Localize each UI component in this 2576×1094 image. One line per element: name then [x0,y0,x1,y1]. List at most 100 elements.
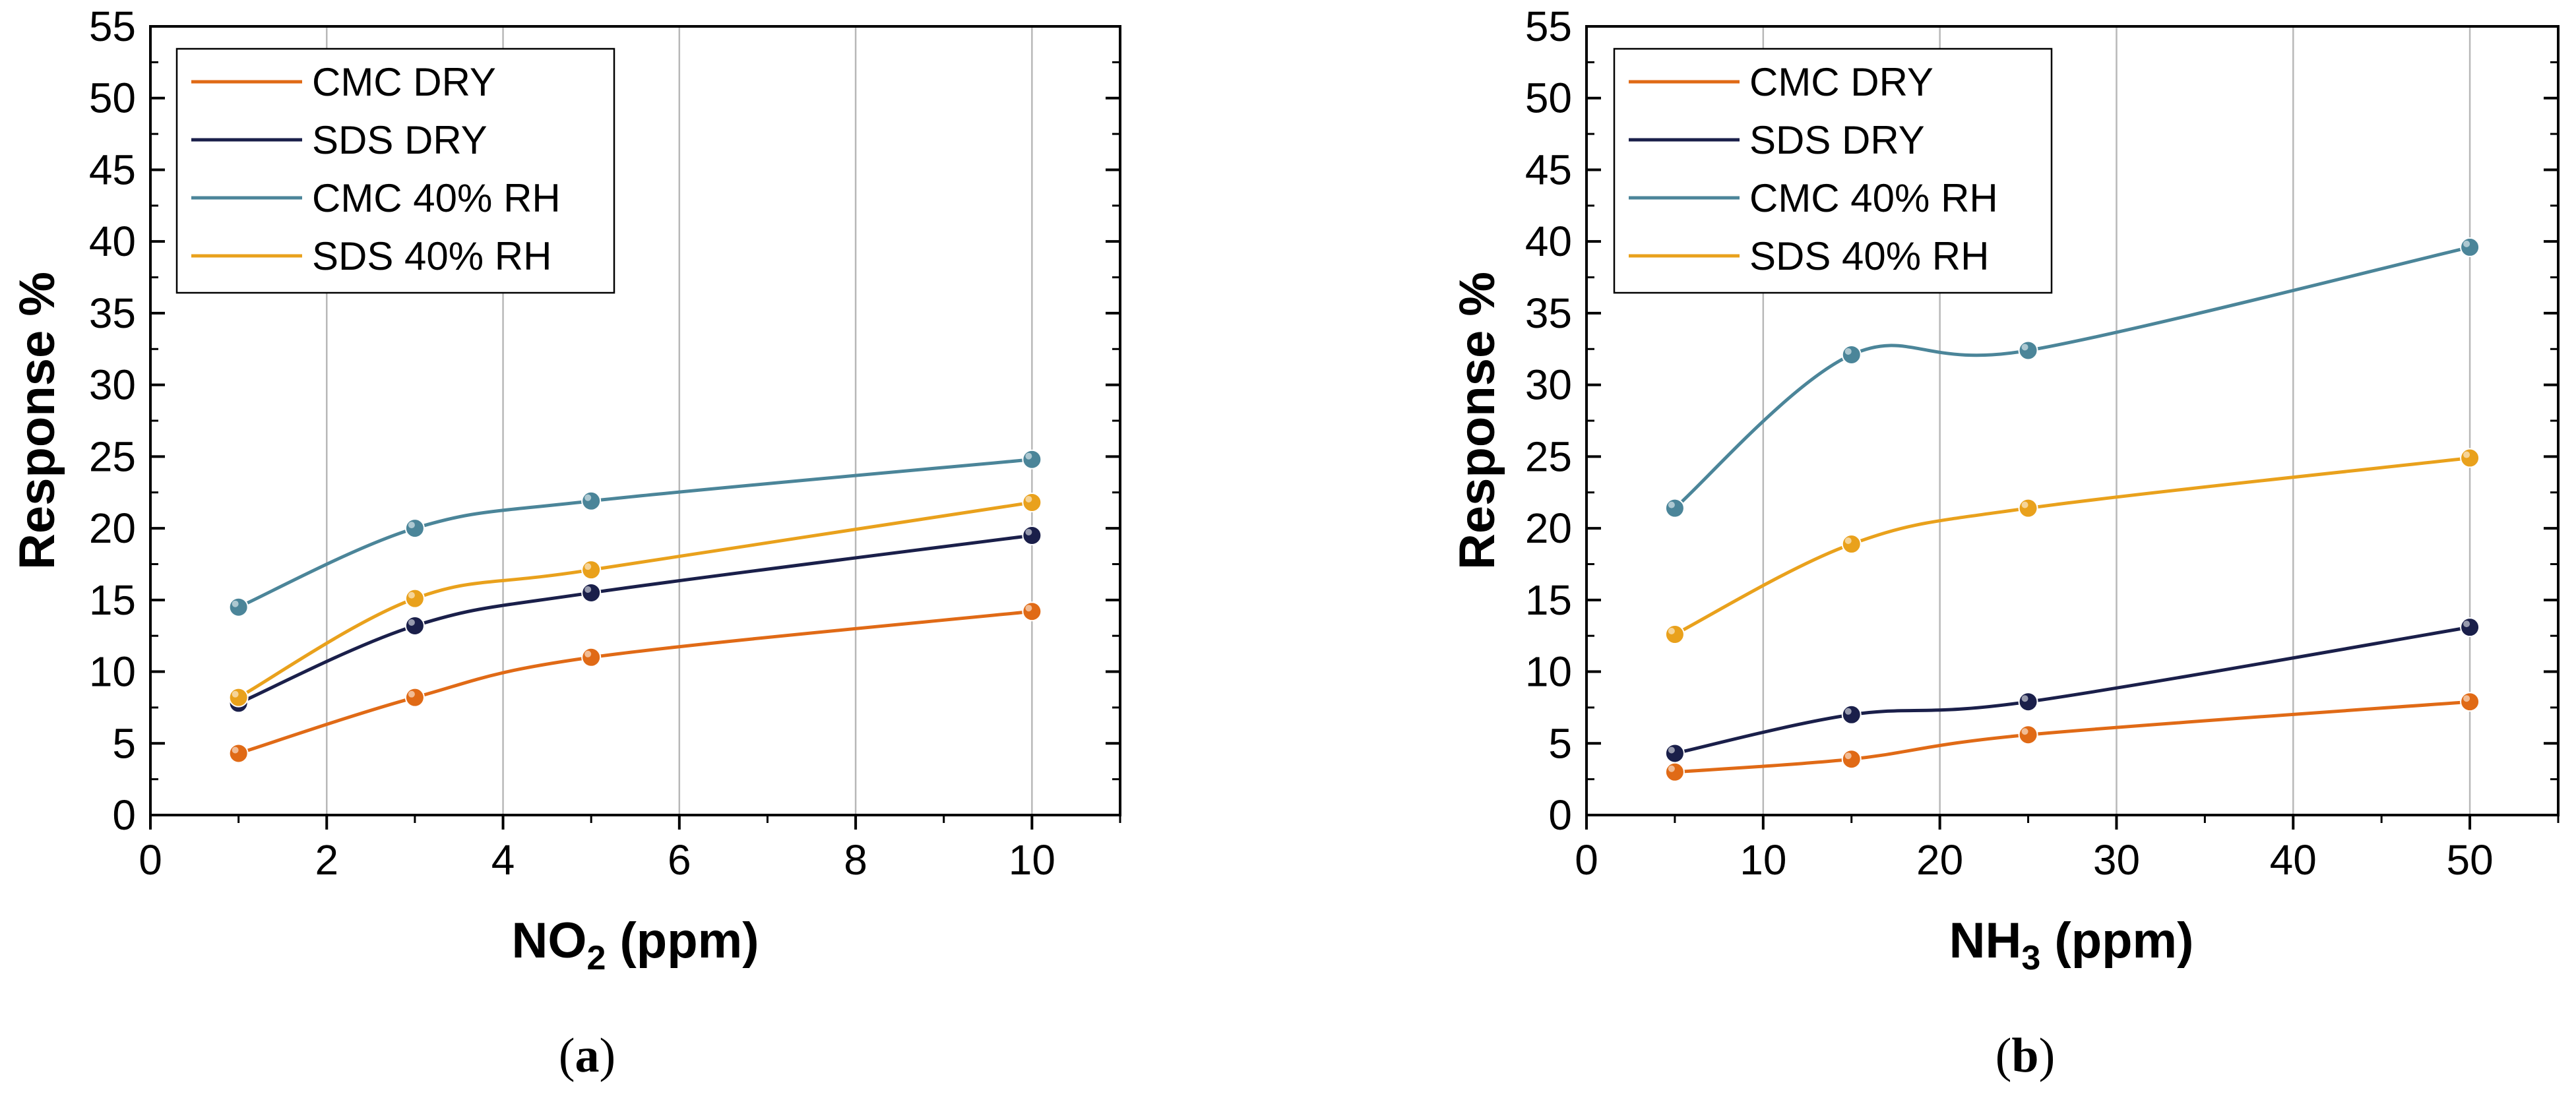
y-tick-label: 0 [112,791,136,839]
y-tick-label: 5 [112,719,136,767]
data-point-highlight [1668,501,1675,508]
y-tick-label: 50 [1525,75,1572,122]
data-point [581,491,602,511]
legend-box [1613,47,2053,294]
series-line [1674,625,2470,755]
legend-label: CMC DRY [1749,60,1933,104]
x-axis-label-subscript: 2 [586,939,606,977]
data-point [228,597,249,617]
x-tick-label: 50 [2446,836,2493,884]
data-point-highlight [1844,537,1852,545]
data-point [1841,704,1862,725]
legend-label: SDS DRY [312,118,487,162]
series-line [237,609,1032,755]
x-tick-label: 4 [491,836,515,884]
x-axis-label-unit: (ppm) [2040,913,2193,969]
y-tick-label: 10 [1525,648,1572,696]
y-axis-label: Response % [9,272,65,570]
data-point [1022,492,1042,512]
data-point [1664,762,1685,782]
data-point [2460,617,2480,638]
data-point [2018,692,2038,712]
y-tick-label: 5 [1548,719,1572,767]
y-tick-label: 50 [89,75,136,122]
data-point-highlight [232,600,239,607]
y-tick-label: 45 [89,146,136,193]
data-point-highlight [408,592,415,599]
data-point [1841,344,1862,365]
caption-open-paren: ( [559,1029,575,1083]
data-point-highlight [2021,695,2028,702]
data-point-highlight [584,586,592,593]
legend-label: CMC DRY [312,60,496,104]
series-line [1674,245,2470,510]
data-point-highlight [1844,752,1852,760]
y-tick-label: 55 [89,3,136,50]
x-tick-label: 10 [1009,836,1055,884]
series-line [1674,700,2470,774]
data-point [1022,601,1042,622]
y-tick-label: 25 [89,433,136,480]
data-point-highlight [1025,495,1032,502]
data-point [2018,498,2038,518]
y-tick-label: 30 [89,361,136,409]
data-point-highlight [1668,746,1675,754]
data-point [2018,340,2038,361]
caption-letter: b [2011,1029,2038,1083]
x-axis-label-main: NO [511,913,586,969]
x-tick-label: 0 [1575,836,1598,884]
y-tick-label: 30 [1525,361,1572,409]
data-point [1664,624,1685,645]
caption-close-paren: ) [600,1029,616,1083]
data-point-highlight [232,690,239,698]
y-tick-label: 45 [1525,146,1572,193]
series-line [1674,456,2470,636]
data-point [228,687,249,708]
x-tick-label: 40 [2270,836,2317,884]
data-point [1841,749,1862,770]
y-tick-label: 0 [1548,791,1572,839]
series-line [237,533,1032,705]
data-point-highlight [2021,728,2028,735]
y-tick-label: 15 [89,576,136,624]
data-point [1664,498,1685,518]
y-tick-label: 40 [1525,218,1572,265]
x-tick-label: 0 [139,836,162,884]
data-point-highlight [2463,695,2470,702]
data-point-highlight [1668,765,1675,772]
data-point-highlight [1844,348,1852,355]
data-point [581,560,602,580]
data-point [404,588,425,609]
data-point [1022,525,1042,545]
y-tick-label: 40 [89,218,136,265]
legend-label: CMC 40% RH [1749,176,1998,220]
data-point-highlight [2463,621,2470,628]
caption-open-paren: ( [1995,1029,2012,1083]
data-point [1022,449,1042,470]
x-axis-label-main: NH [1949,913,2022,969]
data-point-highlight [1668,628,1675,635]
series-line [237,458,1032,609]
data-point [404,615,425,636]
data-point [2460,237,2480,257]
data-point-highlight [232,746,239,754]
data-point [1664,743,1685,764]
y-tick-label: 25 [1525,433,1572,480]
data-point [581,647,602,667]
data-point-highlight [1025,605,1032,612]
y-tick-label: 20 [89,504,136,552]
data-point [228,743,249,764]
x-tick-label: 2 [315,836,338,884]
y-tick-label: 15 [1525,576,1572,624]
x-tick-label: 6 [668,836,691,884]
y-tick-label: 20 [1525,504,1572,552]
data-point-highlight [408,690,415,698]
x-tick-label: 30 [2093,836,2140,884]
legend-box [175,47,615,294]
x-tick-label: 8 [844,836,867,884]
panel-caption: (a) [559,1029,615,1083]
data-point-highlight [2463,451,2470,458]
caption-close-paren: ) [2039,1029,2056,1083]
chart-panel-b: 0 5 10 15 20 25 30 35 40 45 50 55 0 10 20 30 40 50 Respons… [1449,3,2560,1083]
